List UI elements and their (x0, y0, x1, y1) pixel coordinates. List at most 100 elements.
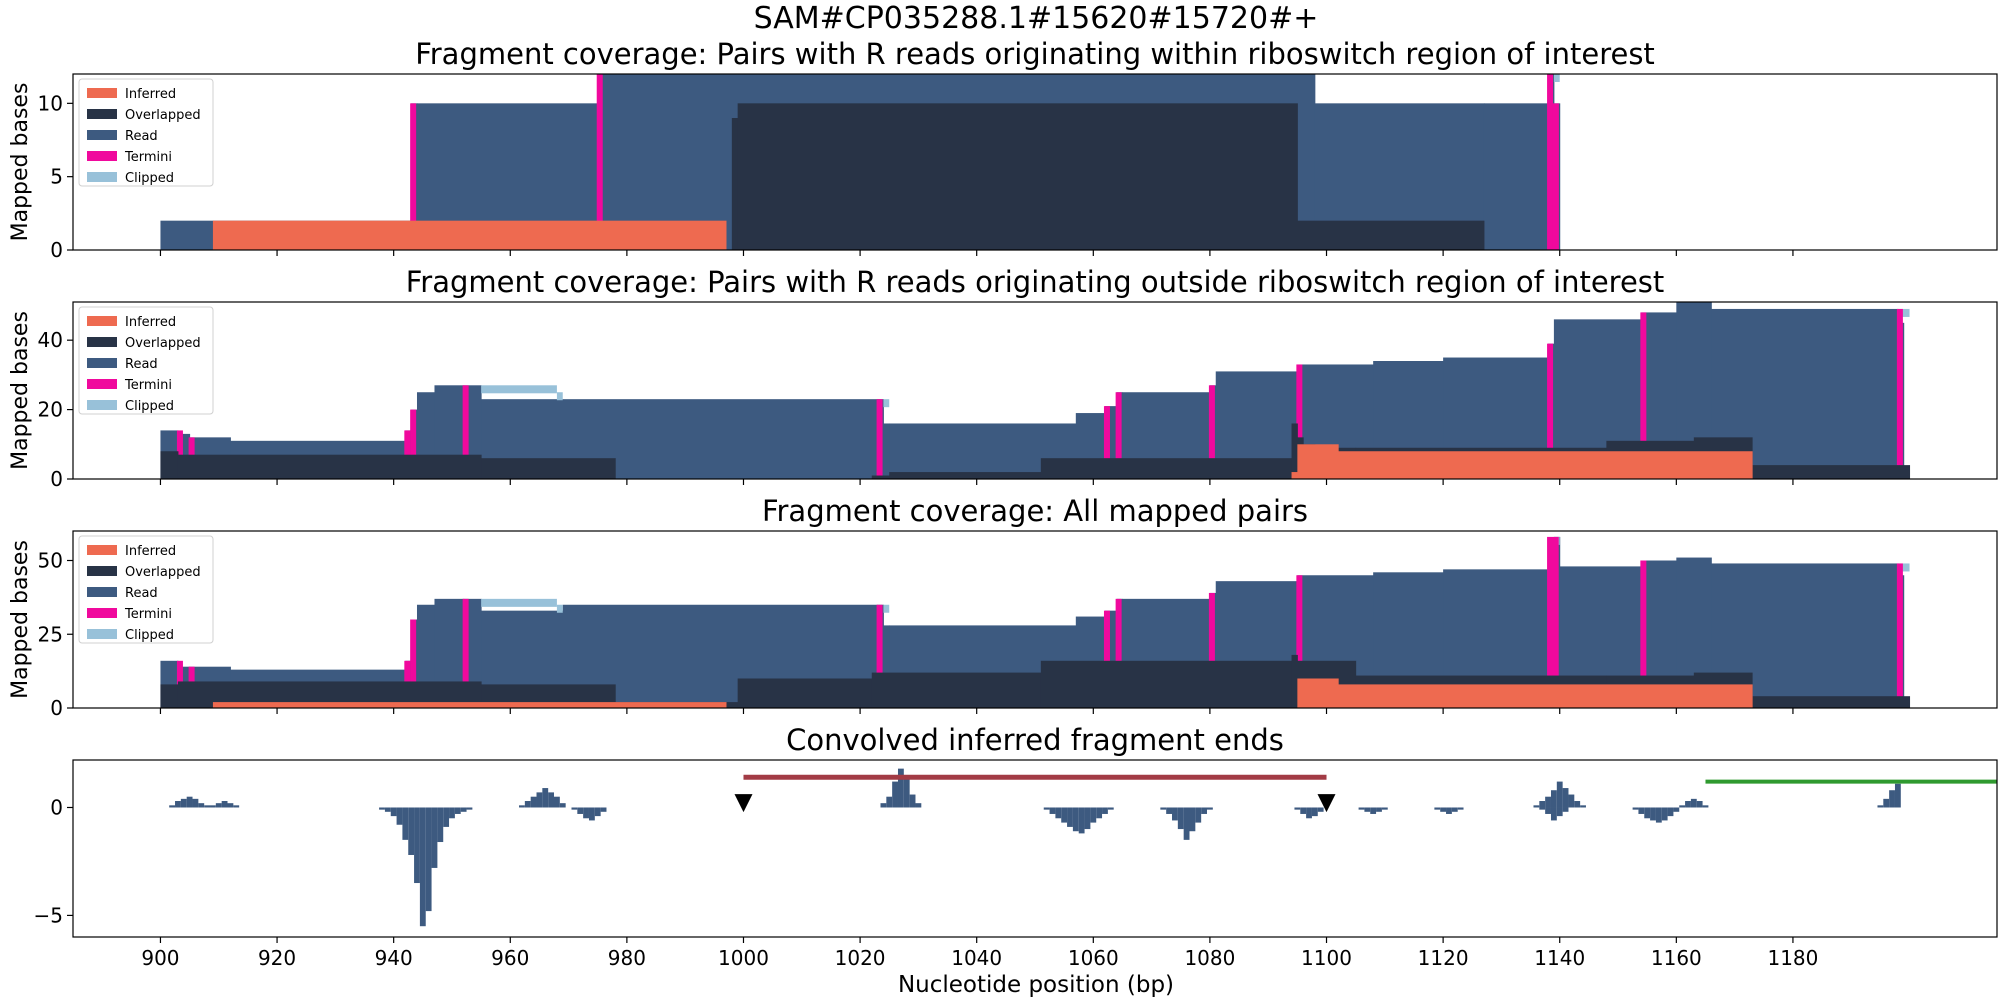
axes-frame (72, 759, 1998, 938)
fragment-end-bar (1661, 807, 1668, 821)
panel-1: Fragment coverage: Pairs with R reads or… (8, 37, 1998, 262)
fragment-end-bar (1078, 807, 1085, 834)
panel-title: Fragment coverage: Pairs with R reads or… (406, 265, 1665, 299)
fragment-end-bar (1177, 807, 1184, 830)
legend-swatch-read (87, 130, 117, 140)
clipped-mark (1553, 74, 1560, 82)
fragment-end-bar (1632, 807, 1639, 810)
fragment-end-bar (1195, 807, 1202, 823)
fragment-end-bar (1568, 794, 1575, 808)
termini-mark (1896, 308, 1903, 479)
y-tick-label: 10 (38, 91, 63, 115)
x-tick-label: 1140 (1534, 946, 1585, 970)
termini-mark (876, 604, 883, 708)
panel-3: Fragment coverage: All mapped pairs 0 25 50… (8, 494, 1998, 720)
overlapped-step (177, 454, 482, 479)
termini-mark (1640, 560, 1647, 708)
fragment-end-bar (1306, 807, 1312, 819)
fragment-end-bar (1685, 801, 1691, 808)
termini-mark (462, 385, 469, 479)
fragment-end-bar (1440, 807, 1447, 812)
fragment-end-bar (1049, 807, 1056, 814)
overlapped-step (731, 118, 739, 250)
x-tick-label: 1040 (951, 946, 1002, 970)
fragment-end-bar (1107, 807, 1114, 810)
read-step (1483, 103, 1549, 250)
fragment-end-bar (215, 803, 222, 808)
legend-swatch-inferred (87, 316, 117, 326)
plot-area (160, 536, 1911, 708)
fragment-end-bar (1451, 807, 1458, 812)
fragment-end-bar (384, 807, 391, 812)
panel-title: Fragment coverage: All mapped pairs (762, 494, 1308, 528)
overlapped-step (1040, 660, 1293, 708)
fragment-end-bar (915, 803, 922, 808)
termini-mark (462, 598, 469, 708)
termini-mark (876, 399, 883, 479)
fragment-end-bar (571, 807, 578, 810)
fragment-end-bar (1434, 807, 1441, 810)
y-tick-label: 0 (50, 467, 63, 491)
fragment-end-bar (1562, 788, 1569, 808)
fragment-end-bar (1650, 807, 1656, 821)
overlapped-step (481, 458, 616, 479)
axes-frame (72, 73, 1998, 251)
read-step (160, 220, 214, 250)
fragment-end-bar (454, 807, 461, 814)
fragment-end-bar (186, 796, 193, 808)
inferred-step (1338, 684, 1753, 708)
fragment-end-bar (437, 807, 444, 843)
fragment-end-bar (227, 803, 234, 808)
legend-label-inferred: Inferred (125, 544, 176, 559)
fragment-end-bar (519, 805, 525, 808)
x-tick-label: 1180 (1767, 946, 1818, 970)
fragment-end-bar (1055, 807, 1062, 819)
legend-label-overlapped: Overlapped (125, 565, 201, 580)
fragment-end-bar (880, 803, 887, 808)
fragment-end-bar (530, 796, 537, 808)
fragment-end-bar (460, 807, 467, 812)
termini-mark (1547, 343, 1554, 479)
termini-mark (1208, 592, 1215, 708)
legend: Inferred Overlapped Read Termini Clipped (78, 78, 214, 187)
fragment-end-bar (1381, 807, 1388, 810)
fragment-end-bar (1889, 790, 1895, 808)
plot-area (160, 74, 1561, 250)
fragment-end-bar (1673, 807, 1680, 812)
legend: Inferred Overlapped Read Termini Clipped (78, 535, 214, 644)
fragment-end-bar (554, 796, 560, 808)
fragment-end-bar (1061, 807, 1068, 823)
x-axis-label: Nucleotide position (bp) (898, 972, 1174, 998)
legend-label-termini: Termini (124, 378, 172, 393)
axes-frame (72, 530, 1998, 709)
termini-mark (1115, 392, 1122, 479)
fragment-end-bar (542, 788, 549, 808)
fragment-end-bar (1550, 790, 1557, 808)
y-axis-label: Mapped bases (8, 83, 33, 242)
legend-label-inferred: Inferred (125, 315, 176, 330)
fragment-end-bar (1072, 807, 1079, 832)
read-step (883, 625, 890, 708)
fragment-end-bar (1084, 807, 1091, 830)
fragment-end-bar (1545, 796, 1551, 808)
fragment-end-bar (1667, 807, 1674, 817)
fragment-end-bar (583, 807, 589, 819)
fragment-end-bar (1696, 801, 1703, 808)
clipped-mark (883, 604, 890, 613)
termini-mark (410, 103, 417, 250)
plot-area (160, 302, 1911, 479)
triangle-marker (1317, 794, 1336, 813)
legend-label-overlapped: Overlapped (125, 336, 201, 351)
fragment-end-bar (1545, 807, 1551, 814)
fragment-end-bar (1539, 801, 1546, 808)
axes-frame (72, 301, 1998, 480)
fragment-end-bar (233, 805, 240, 808)
fragment-end-bar (1294, 807, 1301, 810)
y-tick-label: 40 (38, 328, 63, 352)
fragment-end-bar (1446, 807, 1452, 814)
fragment-end-bar (1102, 807, 1108, 814)
overlapped-step (737, 103, 1298, 250)
termini-mark (1103, 610, 1110, 708)
fragment-end-bar (1690, 798, 1697, 808)
overlapped-step (871, 475, 890, 479)
